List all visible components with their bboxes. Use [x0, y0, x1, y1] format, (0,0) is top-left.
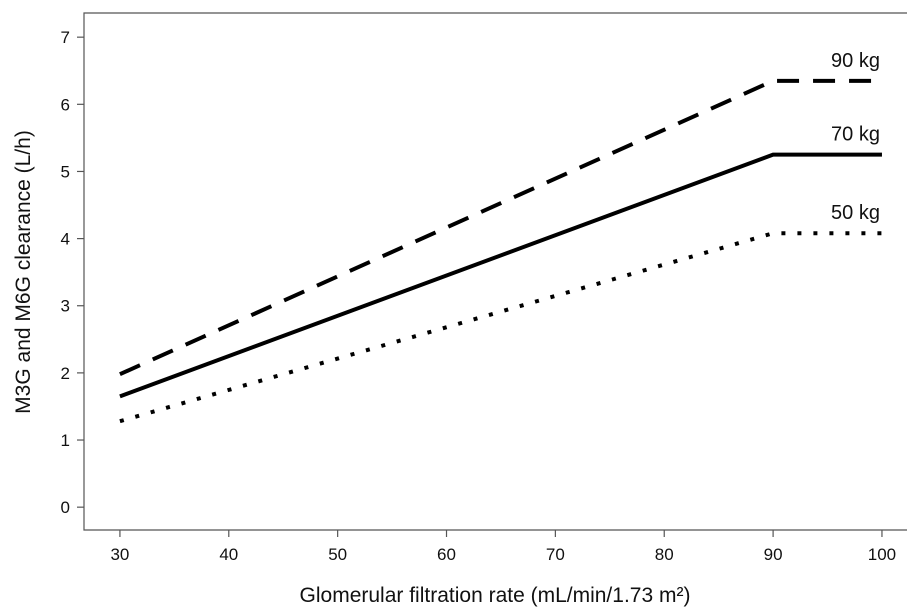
series-line	[119, 78, 882, 377]
y-tick-label: 0	[61, 498, 70, 517]
y-tick-label: 1	[61, 431, 70, 450]
x-tick-label: 40	[219, 545, 238, 564]
plot-frame	[83, 12, 907, 531]
y-tick-label: 4	[61, 230, 70, 249]
y-axis-label: M3G and M6G clearance (L/h)	[12, 130, 35, 414]
x-tick-label: 80	[655, 545, 674, 564]
x-tick-label: 30	[110, 545, 129, 564]
y-tick-label: 5	[61, 162, 70, 181]
y-tick-label: 2	[61, 364, 70, 383]
y-tick-label: 7	[61, 28, 70, 47]
x-tick-label: 90	[764, 545, 783, 564]
x-tick-label: 70	[546, 545, 565, 564]
series-line	[119, 152, 882, 399]
x-tick-label: 60	[437, 545, 456, 564]
y-tick-label: 3	[61, 297, 70, 316]
series-line	[119, 231, 882, 424]
series-label: 90 kg	[831, 50, 880, 72]
x-tick-label: 50	[328, 545, 347, 564]
series-label: 50 kg	[831, 202, 880, 224]
x-tick-label: 100	[868, 545, 896, 564]
x-axis-label: Glomerular filtration rate (mL/min/1.73 …	[300, 584, 691, 607]
y-tick-label: 6	[61, 95, 70, 114]
series-label: 70 kg	[831, 124, 880, 146]
